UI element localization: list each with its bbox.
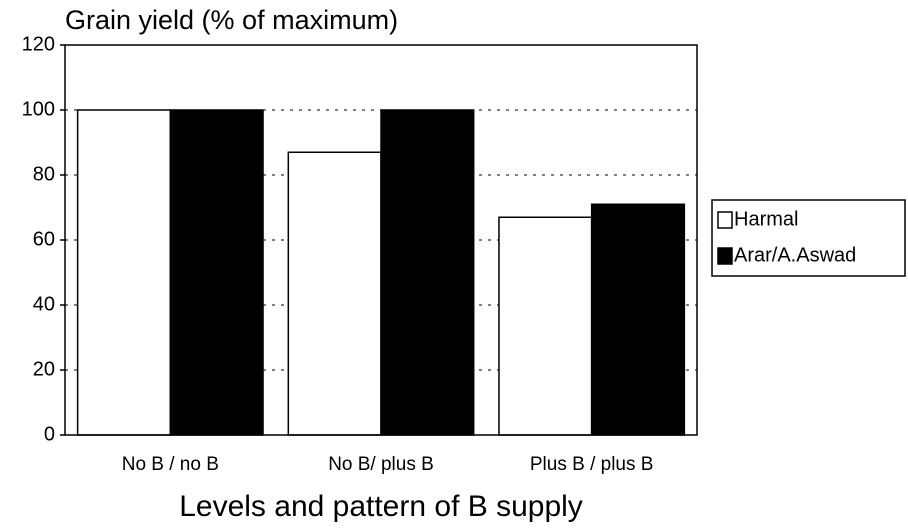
legend-label: Harmal (734, 208, 798, 230)
x-tick-label: Plus B / plus B (530, 454, 654, 475)
y-tick-label: 0 (44, 423, 55, 445)
y-tick-label: 40 (33, 293, 55, 315)
bar (76, 109, 172, 436)
y-tick-label: 120 (22, 33, 55, 55)
x-tick-label: No B/ plus B (328, 454, 434, 475)
chart-title: Grain yield (% of maximum) (65, 5, 398, 35)
bar (498, 216, 593, 436)
y-tick-label: 60 (33, 228, 55, 250)
x-axis-label: Levels and pattern of B supply (179, 490, 583, 523)
y-tick-label: 80 (33, 163, 55, 185)
y-tick-label: 20 (33, 358, 55, 380)
legend-swatch (717, 247, 733, 265)
x-tick-label: No B / no B (122, 454, 219, 475)
legend-box (711, 199, 906, 277)
y-tick-label: 100 (22, 98, 55, 120)
bar (590, 203, 686, 436)
bar (169, 109, 264, 436)
legend-label: Arar/A.Aswad (734, 244, 856, 266)
bar (287, 151, 382, 436)
bar (380, 109, 475, 436)
legend-swatch (717, 211, 733, 229)
plot-frame (64, 44, 698, 436)
